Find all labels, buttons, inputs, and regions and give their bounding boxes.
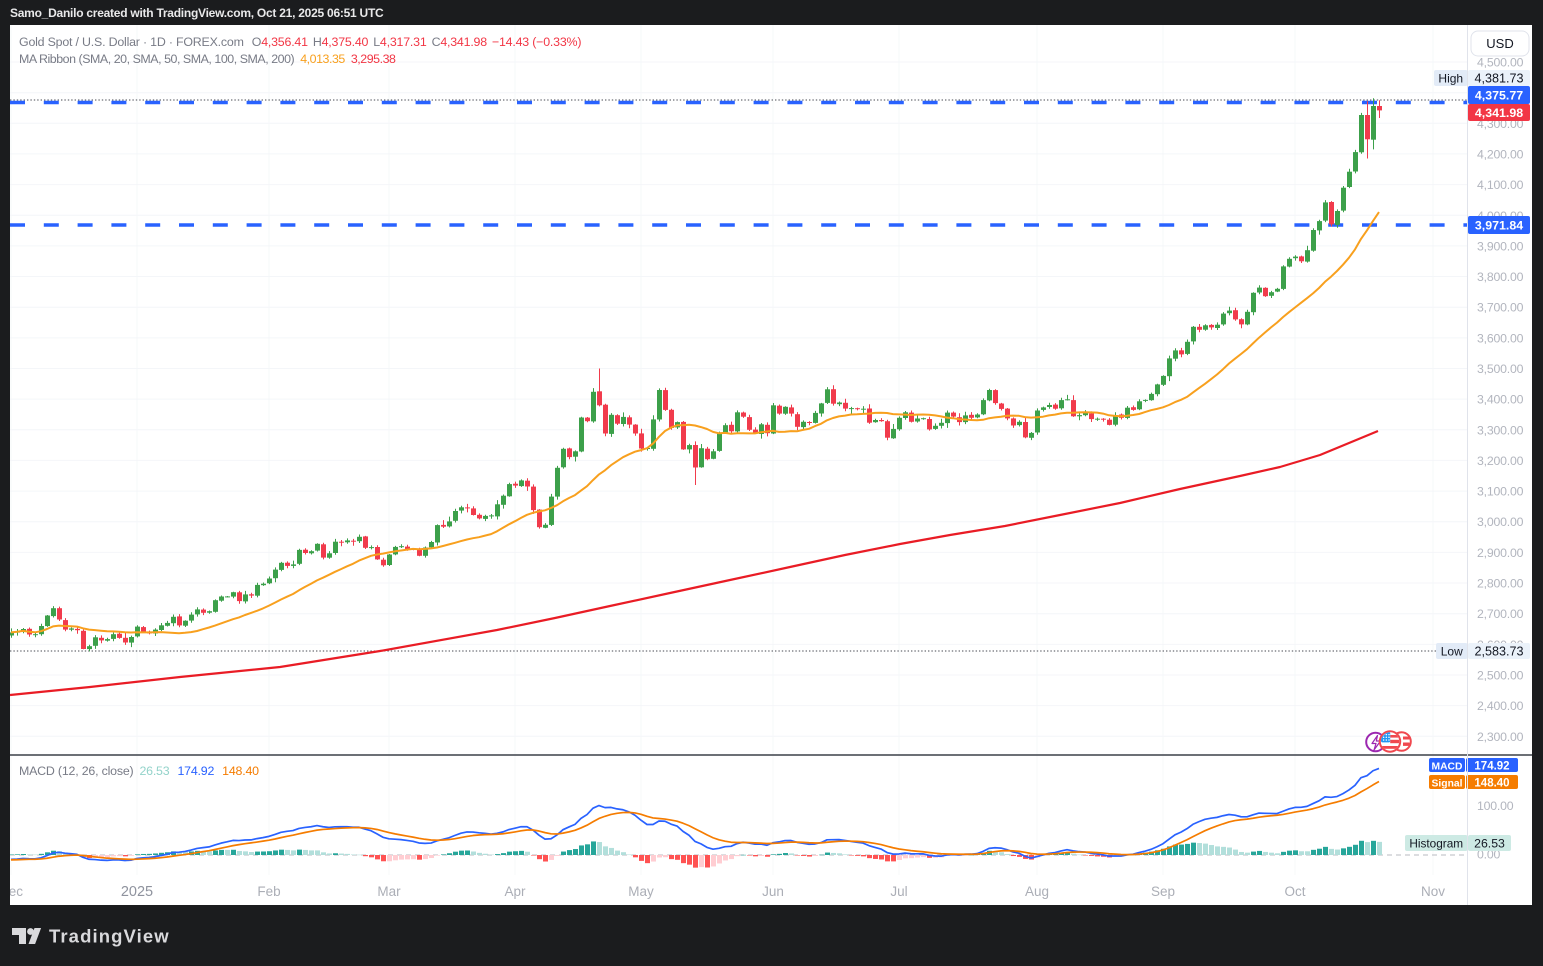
svg-text:Sep: Sep	[1151, 884, 1175, 899]
svg-text:May: May	[628, 884, 654, 899]
svg-text:Histogram: Histogram	[1409, 837, 1463, 851]
svg-text:3,400.00: 3,400.00	[1477, 393, 1524, 407]
svg-text:174.92: 174.92	[1474, 761, 1509, 773]
svg-text:2,700.00: 2,700.00	[1477, 607, 1524, 621]
svg-text:Jun: Jun	[762, 884, 784, 899]
svg-text:3,700.00: 3,700.00	[1477, 301, 1524, 315]
svg-text:3,100.00: 3,100.00	[1477, 485, 1524, 499]
svg-text:100.00: 100.00	[1477, 799, 1514, 813]
svg-text:High: High	[1438, 72, 1463, 86]
svg-text:148.40: 148.40	[1474, 778, 1509, 790]
svg-text:4,100.00: 4,100.00	[1477, 178, 1524, 192]
svg-text:Feb: Feb	[257, 884, 280, 899]
svg-text:4,341.98: 4,341.98	[1475, 106, 1523, 120]
svg-text:Apr: Apr	[504, 884, 526, 899]
svg-text:Oct: Oct	[1284, 884, 1305, 899]
svg-text:3,971.84: 3,971.84	[1475, 219, 1523, 233]
svg-text:4,375.77: 4,375.77	[1475, 89, 1523, 103]
svg-text:3,600.00: 3,600.00	[1477, 331, 1524, 345]
svg-text:3,200.00: 3,200.00	[1477, 454, 1524, 468]
svg-text:Low: Low	[1441, 645, 1463, 659]
svg-text:3,300.00: 3,300.00	[1477, 423, 1524, 437]
svg-text:2,300.00: 2,300.00	[1477, 730, 1524, 744]
svg-text:Gold Spot / U.S. Dollar · 1D ·: Gold Spot / U.S. Dollar · 1D · FOREX.com…	[19, 35, 581, 49]
svg-text:2,900.00: 2,900.00	[1477, 546, 1524, 560]
svg-text:4,381.73: 4,381.73	[1474, 72, 1523, 86]
svg-text:TradingView: TradingView	[49, 927, 170, 947]
svg-text:Aug: Aug	[1025, 884, 1049, 899]
svg-text:3,500.00: 3,500.00	[1477, 362, 1524, 376]
svg-text:3,900.00: 3,900.00	[1477, 239, 1524, 253]
svg-text:2,583.73: 2,583.73	[1474, 645, 1523, 659]
svg-text:3,000.00: 3,000.00	[1477, 515, 1524, 529]
svg-text:2,500.00: 2,500.00	[1477, 669, 1524, 683]
svg-text:4,500.00: 4,500.00	[1477, 56, 1524, 70]
svg-text:4,200.00: 4,200.00	[1477, 147, 1524, 161]
svg-text:USD: USD	[1486, 36, 1513, 51]
svg-text:MACD: MACD	[1432, 762, 1463, 773]
svg-text:2025: 2025	[121, 884, 153, 900]
svg-text:Dec: Dec	[10, 884, 23, 899]
svg-text:2,400.00: 2,400.00	[1477, 699, 1524, 713]
svg-text:2,800.00: 2,800.00	[1477, 577, 1524, 591]
svg-text:MA Ribbon (SMA, 20, SMA, 50, S: MA Ribbon (SMA, 20, SMA, 50, SMA, 100, S…	[19, 52, 396, 66]
svg-text:Mar: Mar	[377, 884, 401, 899]
svg-text:Jul: Jul	[890, 884, 907, 899]
svg-text:26.53: 26.53	[1474, 837, 1505, 851]
svg-text:Nov: Nov	[1421, 884, 1445, 899]
svg-text:Signal: Signal	[1432, 779, 1463, 790]
svg-text:3,800.00: 3,800.00	[1477, 270, 1524, 284]
